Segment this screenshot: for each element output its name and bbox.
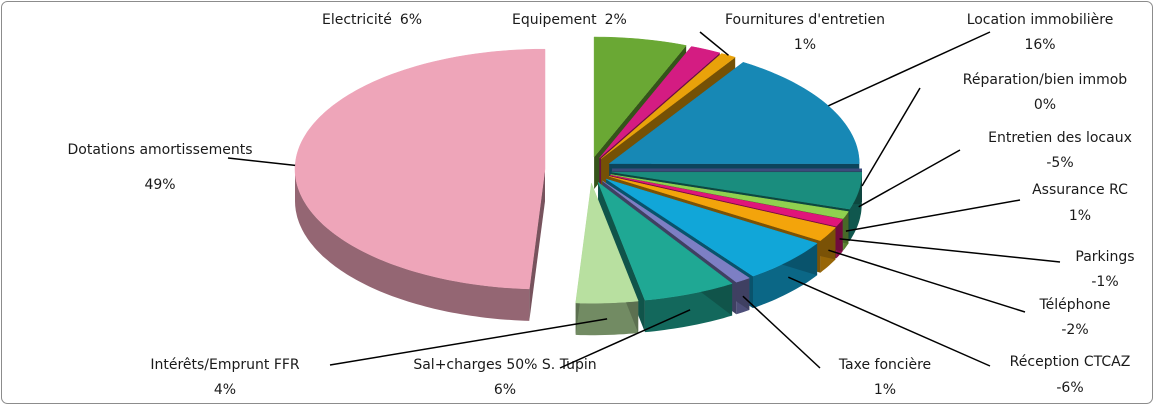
leader-line <box>742 295 821 369</box>
slice-wall <box>529 169 545 321</box>
value-label: 1% <box>794 37 816 53</box>
slice <box>611 171 862 210</box>
category-label: Dotations amortissements <box>67 142 252 158</box>
data-label: Parkings <box>1075 249 1134 265</box>
data-label: Dotations amortissements <box>67 142 252 158</box>
data-label: Sal+charges 50% S. Tupin <box>413 357 596 373</box>
category-label: Taxe foncière <box>838 357 931 373</box>
data-label: Intérêts/Emprunt FFR <box>150 357 300 373</box>
category-label: Parkings <box>1075 249 1134 265</box>
category-label: Réception CTCAZ <box>1010 354 1131 370</box>
category-label: Entretien des locaux <box>988 130 1132 146</box>
value-label: 6% <box>494 382 516 398</box>
data-label: Electricité 6% <box>322 12 422 28</box>
slice <box>597 181 733 301</box>
slice <box>610 174 844 227</box>
value-label: 1% <box>1069 208 1091 224</box>
value-label: -1% <box>1091 274 1118 290</box>
category-label: Réparation/bien immob <box>963 72 1127 88</box>
slice-side <box>575 301 639 336</box>
leader-line <box>227 157 296 167</box>
data-label: Fournitures d'entretien <box>725 12 885 28</box>
value-label: -6% <box>1056 380 1083 396</box>
category-label: Téléphone <box>1038 297 1110 313</box>
leader-line <box>329 318 608 366</box>
data-label: Assurance RC <box>1032 182 1128 198</box>
leader-line <box>839 238 1061 263</box>
category-label: Intérêts/Emprunt FFR <box>150 357 300 373</box>
leader-line <box>559 309 691 369</box>
slice <box>609 176 837 241</box>
category-label: Fournitures d'entretien <box>725 12 885 28</box>
leader-line <box>828 31 991 107</box>
category-label: Electricité <box>322 12 392 28</box>
slice <box>575 182 639 304</box>
value-label: 6% <box>400 12 422 28</box>
leader-line <box>858 149 961 208</box>
data-label: Entretien des locaux <box>988 130 1132 146</box>
value-label: 2% <box>605 12 627 28</box>
data-label: Réparation/bien immob <box>963 72 1127 88</box>
data-label: Taxe foncière <box>838 357 931 373</box>
value-label: 0% <box>1034 97 1056 113</box>
slice <box>605 178 818 277</box>
slice-side <box>849 172 862 242</box>
value-label: -5% <box>1046 155 1073 171</box>
leader-line <box>828 249 1026 313</box>
value-label: 49% <box>144 177 175 193</box>
leader-line <box>699 31 729 56</box>
data-label: Location immobilière <box>967 12 1114 28</box>
data-label: Téléphone <box>1038 297 1110 313</box>
data-label: Réception CTCAZ <box>1010 354 1131 370</box>
value-label: 1% <box>874 382 896 398</box>
slice <box>599 46 721 159</box>
category-label: Sal+charges 50% S. Tupin <box>413 357 596 373</box>
leader-line <box>861 87 921 187</box>
slice-side <box>295 169 530 321</box>
value-label: 16% <box>1024 37 1055 53</box>
category-label: Assurance RC <box>1032 182 1128 198</box>
leader-line <box>845 199 1021 232</box>
slice <box>610 174 849 219</box>
slice <box>593 36 687 158</box>
slice <box>608 62 860 164</box>
category-label: Equipement <box>512 12 597 28</box>
category-label: Location immobilière <box>967 12 1114 28</box>
slice <box>602 180 750 283</box>
data-label: Equipement 2% <box>512 12 627 28</box>
leader-line <box>787 276 991 367</box>
value-label: -2% <box>1061 322 1088 338</box>
value-label: 4% <box>214 382 236 398</box>
